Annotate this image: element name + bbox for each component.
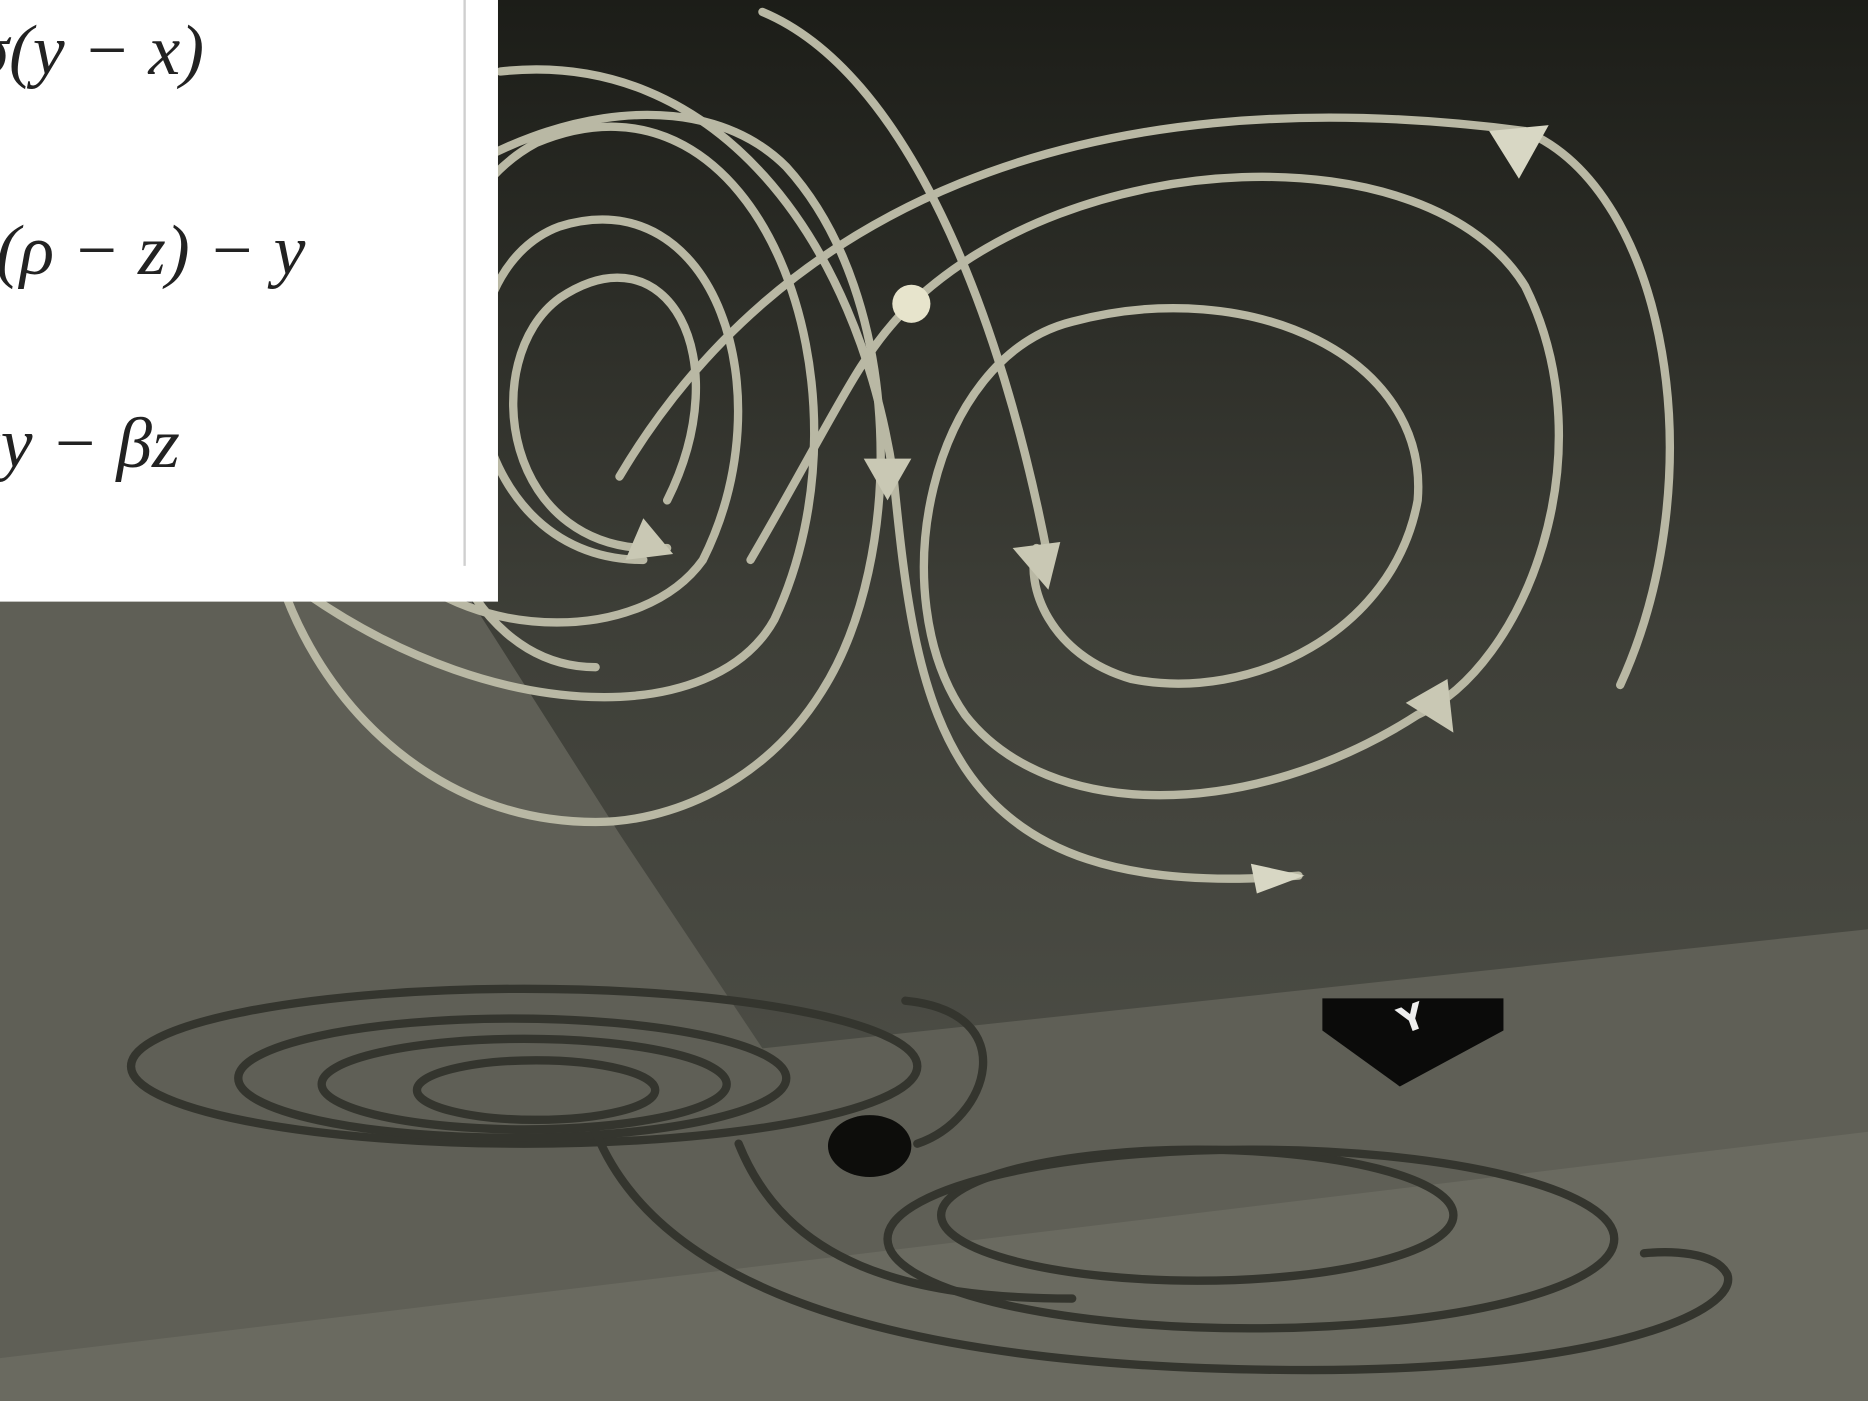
equation: x(ρ − z) − y	[0, 211, 306, 290]
equation: σ(y − x)	[0, 11, 204, 90]
floor-shadows	[126, 984, 1733, 1375]
marker	[1322, 998, 1504, 1087]
panel	[0, 0, 498, 602]
shadow-trajectory	[901, 996, 988, 1148]
trajectory	[615, 113, 1674, 690]
trajectory	[889, 472, 1303, 883]
attractor-tubes	[258, 7, 1674, 894]
start-shadow	[827, 1115, 912, 1178]
equation-panel: σ(y − x) x(ρ − z) − y xy − βz	[0, 0, 498, 602]
trajectory	[901, 172, 1564, 800]
trajectory	[758, 7, 1053, 565]
arrow-head	[863, 458, 912, 501]
shadow-orbit	[234, 1014, 791, 1142]
shadow-orbit	[317, 1034, 731, 1134]
shadow-trajectory	[591, 1127, 1733, 1375]
arrow-head	[1405, 679, 1454, 733]
arrow-head	[1012, 542, 1061, 590]
arrow-head	[625, 518, 674, 560]
arrow-head	[1250, 863, 1305, 894]
arrow-head	[1489, 125, 1549, 179]
shadow-orbit	[412, 1056, 660, 1125]
floor-light	[0, 1131, 1868, 1401]
shadow-orbit	[883, 1145, 1619, 1333]
shadow-trajectory	[734, 1139, 1077, 1303]
start-point	[892, 284, 931, 323]
trajectory	[496, 65, 898, 481]
shadow-orbit	[126, 984, 922, 1148]
y-axis-marker: Y	[1322, 995, 1504, 1087]
trajectory	[746, 305, 910, 565]
equation: xy − βz	[0, 404, 180, 483]
